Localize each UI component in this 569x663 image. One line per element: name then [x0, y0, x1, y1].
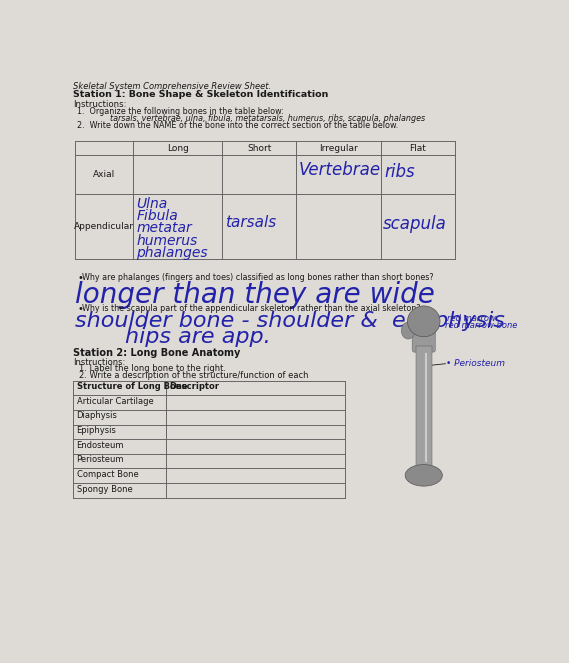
- Text: Instructions:: Instructions:: [73, 100, 127, 109]
- Text: Station 1: Bone Shape & Skeleton Identification: Station 1: Bone Shape & Skeleton Identif…: [73, 90, 329, 99]
- Text: Why is the scapula part of the appendicular skeleton rather than the axial skele: Why is the scapula part of the appendicu…: [82, 304, 420, 313]
- Text: Fibula: Fibula: [136, 209, 178, 223]
- Text: Station 2: Long Bone Anatomy: Station 2: Long Bone Anatomy: [73, 348, 241, 358]
- Text: 2.  Write down the NAME of the bone into the correct section of the table below.: 2. Write down the NAME of the bone into …: [77, 121, 398, 130]
- Text: Compact Bone: Compact Bone: [77, 470, 138, 479]
- Text: Periosteum: Periosteum: [77, 455, 124, 464]
- Text: • Periosteum: • Periosteum: [446, 359, 505, 368]
- Text: red marrow: red marrow: [447, 314, 496, 323]
- Text: Descriptor: Descriptor: [170, 382, 220, 391]
- Text: tarsals: tarsals: [225, 215, 277, 230]
- Ellipse shape: [405, 465, 442, 486]
- Text: longer than they are wide: longer than they are wide: [75, 280, 435, 308]
- Text: Spongy Bone: Spongy Bone: [77, 485, 133, 493]
- FancyBboxPatch shape: [412, 328, 435, 352]
- Text: scapula: scapula: [383, 215, 447, 233]
- Text: Short: Short: [247, 145, 271, 153]
- Text: shoulder bone - shoulder &  ep. physis: shoulder bone - shoulder & ep. physis: [75, 312, 505, 332]
- Text: •: •: [77, 273, 83, 283]
- Text: Articular Cartilage: Articular Cartilage: [77, 396, 153, 406]
- Text: metatar: metatar: [136, 221, 192, 235]
- Text: Irregular: Irregular: [319, 145, 358, 153]
- Text: Structure of Long Bone: Structure of Long Bone: [77, 382, 187, 391]
- Text: Why are phalanges (fingers and toes) classified as long bones rather than short : Why are phalanges (fingers and toes) cla…: [82, 273, 434, 282]
- Text: •: •: [77, 304, 83, 314]
- Text: Instructions:: Instructions:: [73, 357, 126, 367]
- Text: Ulna: Ulna: [136, 197, 167, 211]
- Text: humerus: humerus: [136, 233, 197, 247]
- Text: red marrow bone: red marrow bone: [446, 322, 518, 330]
- Text: Epiphysis: Epiphysis: [77, 426, 117, 435]
- Text: Appendicular: Appendicular: [74, 221, 134, 231]
- Text: 1. Label the long bone to the right.: 1. Label the long bone to the right.: [79, 365, 226, 373]
- Text: tarsals, vertebrae, ulna, fibula, metatarsals, humerus, ribs, scapula, phalanges: tarsals, vertebrae, ulna, fibula, metata…: [110, 114, 425, 123]
- Text: Axial: Axial: [93, 170, 115, 179]
- Bar: [416, 346, 431, 469]
- Ellipse shape: [407, 306, 440, 337]
- Text: Flat: Flat: [410, 145, 426, 153]
- Text: phalanges: phalanges: [136, 246, 208, 260]
- Text: Long: Long: [167, 145, 189, 153]
- Text: Endosteum: Endosteum: [77, 441, 124, 450]
- Text: 1.  Organize the following bones in the table below:: 1. Organize the following bones in the t…: [77, 107, 284, 116]
- Text: Vertebrae: Vertebrae: [299, 161, 381, 179]
- Text: 2. Write a description of the structure/function of each: 2. Write a description of the structure/…: [79, 371, 308, 381]
- Text: hips are app.: hips are app.: [125, 327, 271, 347]
- Text: Skeletal System Comprehensive Review Sheet.: Skeletal System Comprehensive Review She…: [73, 82, 271, 91]
- Text: ribs: ribs: [384, 162, 415, 181]
- Ellipse shape: [401, 322, 415, 339]
- Text: Diaphysis: Diaphysis: [77, 412, 117, 420]
